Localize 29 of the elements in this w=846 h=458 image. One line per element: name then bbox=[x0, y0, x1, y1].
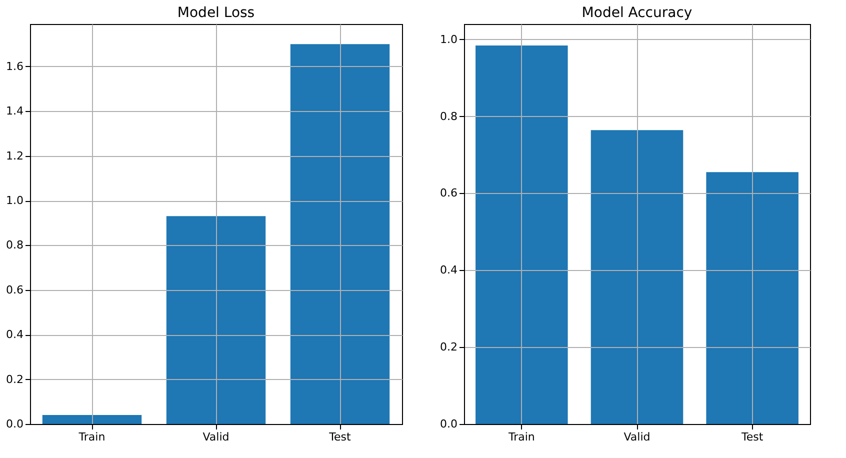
x-tick-label: Train bbox=[78, 430, 106, 444]
y-tick-label: 1.4 bbox=[6, 104, 24, 118]
y-tick-label: 0.4 bbox=[440, 264, 458, 277]
bar bbox=[476, 46, 568, 424]
x-tick-label: Valid bbox=[202, 430, 230, 444]
y-tick-label: 1.2 bbox=[6, 149, 24, 162]
bar bbox=[42, 415, 142, 424]
x-tick-label: Train bbox=[507, 430, 535, 444]
y-tick-label: 0.4 bbox=[6, 328, 24, 342]
y-tick-label: 0.6 bbox=[440, 186, 458, 200]
chart-title: Model Accuracy bbox=[582, 5, 692, 21]
bar bbox=[290, 44, 390, 424]
bar bbox=[166, 216, 266, 424]
y-tick-label: 0.0 bbox=[440, 418, 458, 430]
y-tick-label: 0.2 bbox=[6, 372, 24, 386]
bar bbox=[706, 172, 798, 424]
x-tick-label: Test bbox=[328, 430, 352, 444]
bar bbox=[590, 130, 684, 424]
y-tick-label: 1.0 bbox=[440, 32, 458, 46]
chart-title: Model Loss bbox=[177, 5, 255, 21]
y-tick-label: 0.6 bbox=[6, 283, 24, 296]
y-tick-label: 0.2 bbox=[440, 340, 458, 354]
y-tick-label: 1.6 bbox=[6, 60, 24, 73]
y-tick-label: 1.0 bbox=[6, 194, 24, 208]
y-tick-label: 0.8 bbox=[440, 110, 458, 123]
y-tick-label: 0.8 bbox=[6, 238, 24, 252]
y-tick-label: 0.0 bbox=[6, 418, 24, 430]
x-tick-label: Test bbox=[740, 430, 764, 444]
x-tick-label: Valid bbox=[624, 430, 650, 444]
